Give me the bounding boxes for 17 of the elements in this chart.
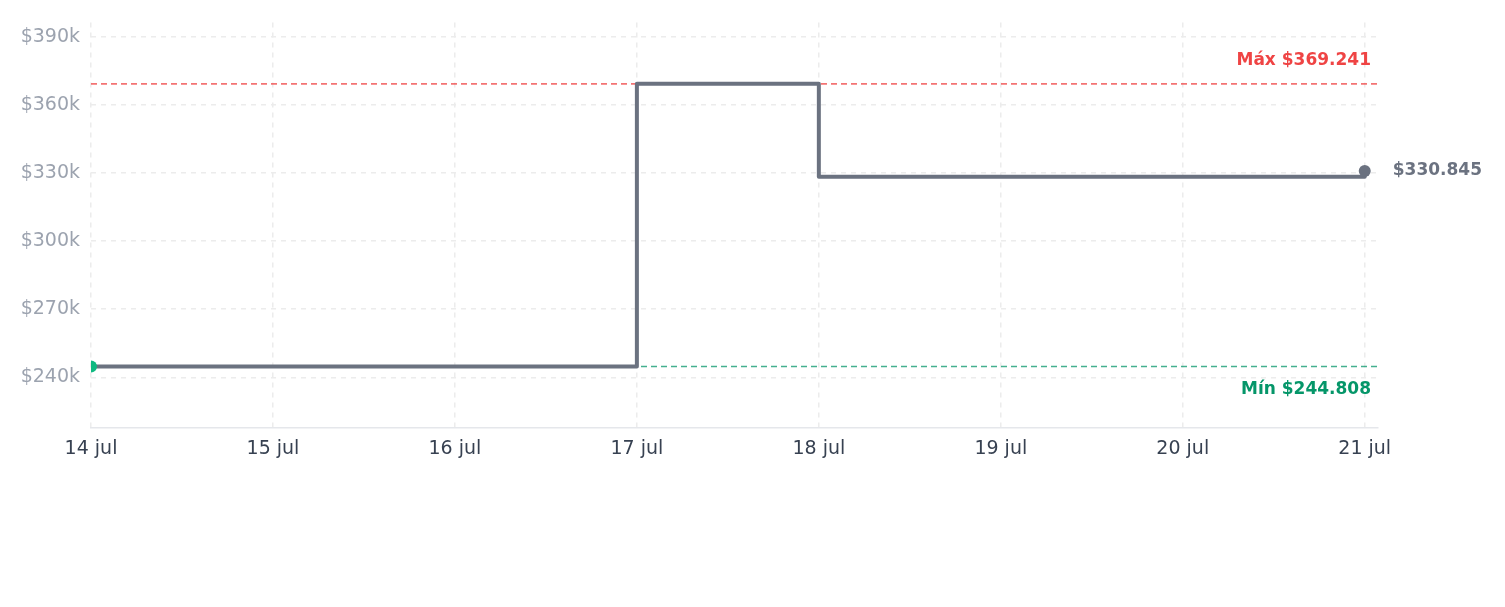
y-tick-label: $390k	[20, 23, 80, 46]
x-tick-label: 18 jul	[792, 436, 846, 459]
x-tick-label: 14 jul	[64, 436, 118, 459]
annotation: $330.845	[1392, 159, 1482, 180]
ref-line-label: Mín $244.808	[1240, 377, 1371, 398]
ref-line-label: Máx $369.241	[1236, 49, 1371, 70]
x-tick-label: 16 jul	[428, 436, 482, 459]
y-tick-label: $240k	[20, 364, 80, 387]
y-tick-label: $270k	[20, 296, 80, 319]
x-tick-label: 20 jul	[1156, 436, 1210, 459]
x-tick-label: 19 jul	[974, 436, 1028, 459]
y-tick-label: $360k	[20, 91, 80, 114]
y-tick-label: $330k	[20, 159, 80, 182]
x-tick-label: 17 jul	[610, 436, 664, 459]
y-tick-label: $300k	[20, 228, 80, 251]
x-tick-label: 15 jul	[246, 436, 300, 459]
x-tick-label: 21 jul	[1338, 436, 1392, 459]
